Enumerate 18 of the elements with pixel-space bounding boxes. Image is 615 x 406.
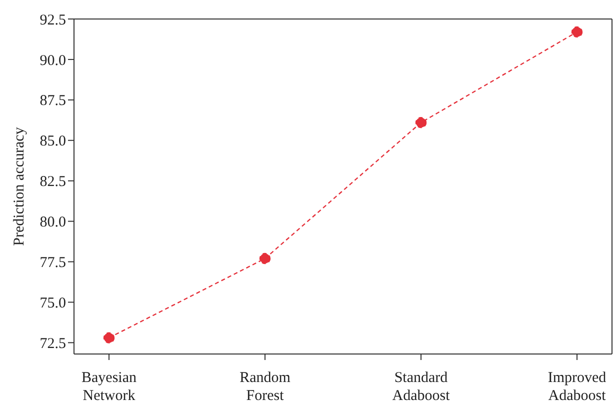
x-tick-label: Standard Adaboost <box>392 370 451 404</box>
y-tick-label: 80.0 <box>40 214 66 231</box>
y-tick-label: 75.0 <box>40 296 66 312</box>
y-axis-title: Prediction accuracy <box>11 126 28 246</box>
y-tick-label: 85.0 <box>40 134 66 150</box>
y-tick-label: 87.5 <box>40 93 66 110</box>
y-tick-label: 90.0 <box>40 52 66 69</box>
x-tick-label: Random Forest <box>240 370 291 404</box>
y-tick-label: 92.5 <box>40 12 66 28</box>
y-tick-label: 72.5 <box>40 336 66 352</box>
point <box>415 116 427 128</box>
point <box>571 26 583 38</box>
x-tick-label: Improved Adaboost <box>548 370 607 404</box>
y-tick-label: 82.5 <box>40 174 66 190</box>
point <box>259 252 271 264</box>
x-tick-label: Bayesian Network <box>82 370 137 404</box>
y-tick-label: 77.5 <box>40 255 66 272</box>
point <box>103 332 115 344</box>
